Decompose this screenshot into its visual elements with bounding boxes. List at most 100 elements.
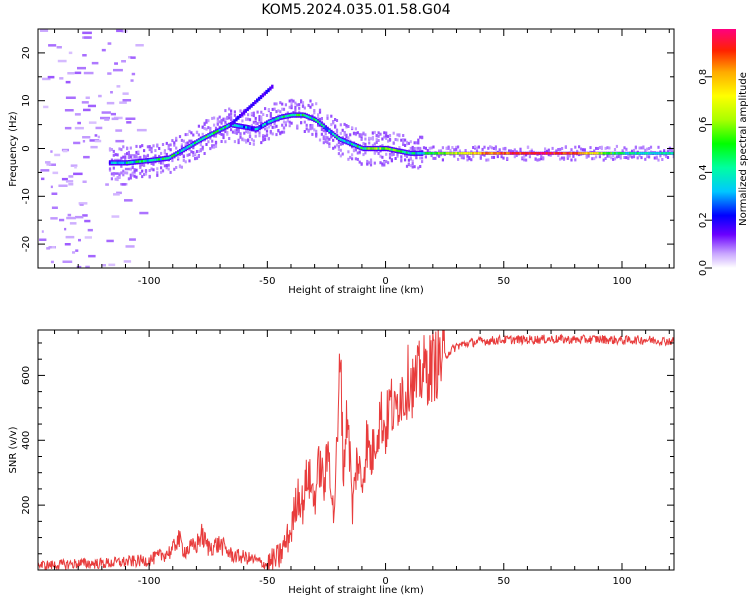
spectrogram-ridge-cell bbox=[413, 152, 416, 155]
spectrogram-halo-cell bbox=[233, 110, 236, 114]
spectrogram-halo-cell bbox=[343, 133, 346, 137]
spectrogram-halo-cell bbox=[250, 112, 253, 115]
spectrogram-halo-cell bbox=[252, 142, 255, 146]
spectrogram-halo-cell bbox=[237, 129, 240, 133]
spectrogram-halo-cell bbox=[351, 157, 354, 161]
spectrogram-halo-cell bbox=[195, 130, 199, 134]
spectrogram-ridge-cell bbox=[508, 152, 511, 155]
spectrogram-ridge-cell bbox=[216, 129, 220, 133]
spectrogram-halo-cell bbox=[127, 155, 130, 159]
spectrogram-halo-cell bbox=[218, 125, 221, 129]
spectrogram-halo-cell bbox=[305, 127, 308, 131]
spectrogram-halo-cell bbox=[118, 147, 121, 151]
spectrogram-halo-cell bbox=[364, 142, 367, 146]
spectrogram-halo-cell bbox=[245, 117, 248, 121]
spectrogram-ridge-cell bbox=[366, 147, 369, 150]
spectrogram-halo-cell bbox=[248, 118, 252, 122]
spectrogram-branch-cell bbox=[267, 88, 270, 93]
spectrogram-halo-cell bbox=[220, 118, 223, 122]
spectrogram-halo-cell bbox=[400, 138, 403, 142]
spectrogram-ridge-cell bbox=[405, 151, 409, 154]
spectrogram-halo-cell bbox=[258, 134, 261, 138]
spectrogram-halo-cell bbox=[281, 130, 284, 134]
spectrogram-halo-cell bbox=[137, 150, 140, 154]
spectrogram-halo-cell bbox=[379, 154, 382, 158]
spectrogram-ridge-cell bbox=[118, 161, 121, 164]
spectrogram-halo-cell bbox=[419, 146, 422, 150]
spectrogram-halo-cell bbox=[294, 110, 297, 114]
spectrogram-halo-cell bbox=[354, 148, 357, 152]
spectrogram-ridge-cell bbox=[351, 142, 354, 146]
spectrogram-ridge-cell bbox=[638, 152, 641, 155]
spectrogram-halo-cell bbox=[133, 169, 136, 173]
spectrogram-halo-cell bbox=[453, 148, 456, 152]
spectrogram-halo-cell bbox=[334, 145, 337, 149]
spectrogram-halo-cell bbox=[184, 133, 187, 137]
spectrogram-ridge-cell bbox=[504, 152, 507, 155]
spectrogram-ridge-cell bbox=[502, 152, 505, 155]
spectrogram-halo-cell bbox=[602, 158, 605, 162]
spectrogram-halo-cell bbox=[479, 155, 482, 159]
spectrogram-halo-cell bbox=[587, 154, 590, 158]
spectrogram-ridge-cell bbox=[341, 139, 344, 142]
spectrogram-halo-cell bbox=[551, 146, 554, 150]
spectrogram-noise-cell bbox=[62, 149, 68, 153]
spectrogram-halo-cell bbox=[258, 118, 261, 121]
spectrogram-halo-cell bbox=[209, 126, 212, 130]
spectrogram-halo-cell bbox=[356, 151, 359, 155]
spectrogram-halo-cell bbox=[629, 154, 632, 158]
spectrogram-halo-cell bbox=[252, 111, 255, 115]
spectrogram-halo-cell bbox=[248, 134, 252, 138]
spectrogram-ridge-cell bbox=[610, 152, 613, 155]
spectrogram-ridge-cell bbox=[521, 152, 524, 155]
spectrogram-halo-cell bbox=[525, 158, 528, 162]
spectrogram-halo-cell bbox=[163, 164, 166, 168]
spectrogram-halo-cell bbox=[226, 131, 229, 134]
spectrogram-halo-cell bbox=[538, 158, 541, 162]
spectrogram-noise-cell bbox=[90, 145, 98, 149]
spectrogram-halo-cell bbox=[657, 145, 660, 149]
spectrogram-halo-cell bbox=[668, 148, 671, 152]
spectrogram-halo-cell bbox=[366, 159, 369, 163]
spectrogram-ridge-cell bbox=[598, 152, 602, 155]
spectrogram-halo-cell bbox=[143, 154, 146, 158]
spectrogram-halo-cell bbox=[201, 132, 204, 136]
spectrogram-halo-cell bbox=[504, 147, 507, 151]
spectrogram-halo-cell bbox=[513, 155, 516, 159]
spectrogram-branch-cell bbox=[239, 114, 242, 118]
spectrogram-halo-cell bbox=[638, 146, 641, 150]
spectrogram-halo-cell bbox=[171, 159, 174, 163]
spectrogram-ridge-cell bbox=[356, 145, 360, 148]
spectrogram-ridge-cell bbox=[670, 152, 674, 155]
spectrogram-noise-cell bbox=[129, 238, 136, 241]
spectrogram-halo-cell bbox=[379, 161, 382, 165]
spectrogram-ridge-cell bbox=[492, 152, 496, 155]
spectrogram-ridge-cell bbox=[262, 124, 265, 127]
spectrogram-halo-cell bbox=[311, 126, 314, 130]
spectrogram-halo-cell bbox=[511, 150, 514, 153]
spectrogram-halo-cell bbox=[180, 165, 183, 169]
spectrogram-halo-cell bbox=[178, 135, 182, 139]
spectrogram-halo-cell bbox=[487, 158, 490, 162]
spectrogram-ridge-cell bbox=[407, 151, 411, 155]
spectrogram-halo-cell bbox=[317, 116, 320, 120]
spectrogram-halo-cell bbox=[579, 147, 583, 151]
spectrogram-halo-cell bbox=[385, 131, 388, 135]
spectrogram-ridge-cell bbox=[544, 152, 547, 155]
spectrogram-halo-cell bbox=[254, 116, 257, 120]
spectrogram-halo-cell bbox=[347, 157, 350, 161]
spectrogram-halo-cell bbox=[458, 153, 461, 157]
spectrogram-ridge-cell bbox=[632, 152, 636, 155]
spectrogram-noise-cell bbox=[88, 121, 97, 124]
spectrogram-noise-cell bbox=[85, 265, 90, 268]
spectrogram-ridge-cell bbox=[663, 152, 666, 155]
spectrogram-halo-cell bbox=[129, 173, 132, 177]
spectrogram-ridge-cell bbox=[273, 118, 276, 121]
spectrogram-ridge-cell bbox=[579, 152, 583, 155]
spectrogram-noise-cell bbox=[89, 139, 100, 142]
spectrogram-noise-cell bbox=[116, 29, 123, 33]
spectrogram-halo-cell bbox=[129, 176, 132, 180]
spectrogram-ridge-cell bbox=[649, 152, 653, 155]
spectrogram-halo-cell bbox=[122, 145, 125, 149]
spectrogram-halo-cell bbox=[644, 148, 647, 152]
